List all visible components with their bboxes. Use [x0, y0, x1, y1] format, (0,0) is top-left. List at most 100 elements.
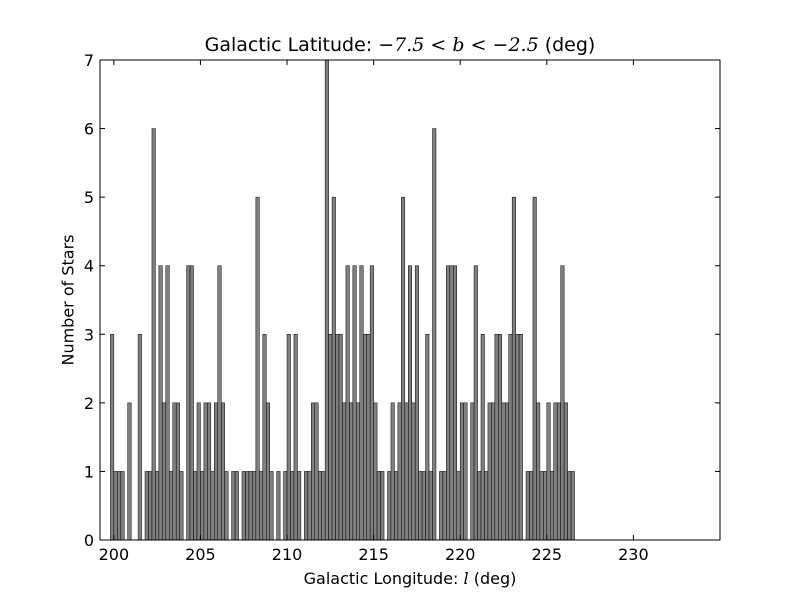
y-tick-label: 6: [84, 120, 94, 139]
histogram-bar: [338, 334, 343, 541]
histogram-bar: [525, 471, 530, 541]
histogram-bar: [207, 402, 212, 541]
histogram-bar: [425, 334, 430, 541]
histogram-bar: [179, 471, 184, 541]
histogram-bar: [498, 334, 503, 541]
histogram-bar: [331, 196, 336, 541]
histogram-bar: [162, 402, 167, 541]
histogram-bar: [196, 402, 201, 541]
histogram-bar: [362, 334, 367, 541]
ticks-group: 200 205 210 215 220 225 230 0 1 2 3 4 5 6 7: [84, 51, 720, 564]
histogram-bar: [491, 402, 496, 541]
histogram-bar: [210, 471, 215, 541]
histogram-bar: [321, 471, 326, 541]
histogram-bar: [543, 471, 548, 541]
histogram-bar: [314, 402, 319, 541]
histogram-bar: [110, 334, 115, 541]
histogram-bar: [200, 471, 205, 541]
histogram-bar: [421, 471, 426, 541]
y-axis-label: Number of Stars: [58, 234, 78, 366]
histogram-bar: [311, 402, 315, 541]
histogram-bar: [297, 471, 302, 541]
x-tick-label: 205: [185, 545, 216, 564]
histogram-bar: [550, 471, 554, 541]
histogram-bar: [155, 471, 160, 541]
histogram-bar: [335, 334, 340, 541]
histogram-bar: [456, 471, 461, 541]
histogram-bar: [539, 471, 544, 541]
histogram-bar: [328, 334, 333, 541]
histogram-bar: [394, 471, 399, 541]
x-tick-label: 200: [99, 545, 130, 564]
histogram-bar: [428, 471, 433, 541]
histogram-bar: [418, 471, 423, 541]
histogram-bar: [217, 265, 222, 541]
histogram-bar: [508, 334, 513, 541]
histogram-bar: [449, 265, 454, 541]
histogram-bar: [342, 402, 347, 541]
histogram-bar: [563, 402, 568, 541]
histogram-bar: [252, 471, 257, 541]
histogram-bar: [345, 265, 350, 541]
histogram-bar: [439, 471, 444, 541]
y-tick-label: 7: [84, 51, 94, 70]
histogram-bar: [359, 265, 364, 541]
histogram-bar: [356, 402, 361, 541]
x-tick-label: 215: [358, 545, 389, 564]
x-axis-label: Galactic Longitude: l (deg): [303, 569, 517, 588]
histogram-bar: [224, 471, 229, 541]
histogram-bar: [276, 471, 281, 541]
histogram-bar: [387, 471, 392, 541]
histogram-bar: [366, 334, 371, 541]
histogram-bar: [304, 471, 309, 541]
histogram-bar: [293, 334, 298, 541]
histogram-bar: [442, 471, 447, 541]
histogram-bar: [518, 334, 523, 541]
y-tick-label: 0: [84, 531, 94, 550]
histogram-bar: [241, 471, 246, 541]
histogram-bar: [463, 402, 468, 541]
histogram-bar: [137, 334, 142, 541]
histogram-bar: [290, 471, 295, 541]
histogram-bar: [459, 402, 464, 541]
histogram-bar: [113, 471, 118, 541]
histogram-bar: [397, 402, 402, 541]
histogram-bar: [324, 59, 329, 541]
histogram-bar: [193, 471, 198, 541]
histogram-bar: [269, 471, 274, 541]
histogram-bar: [515, 334, 520, 541]
histogram-bar: [505, 402, 509, 541]
histogram-bar: [477, 471, 482, 541]
histogram-bar: [470, 402, 475, 541]
histogram-bar: [189, 265, 194, 541]
y-tick-label: 4: [84, 257, 94, 276]
histogram-bar: [144, 471, 149, 541]
x-tick-label: 210: [272, 545, 303, 564]
histogram-bar: [380, 471, 385, 541]
histogram-bar: [255, 196, 260, 541]
bars-group: [110, 59, 575, 541]
plot-frame: [99, 59, 721, 541]
y-tick-label: 2: [84, 394, 94, 413]
histogram-bar: [234, 471, 239, 541]
histogram-bar: [373, 402, 378, 541]
histogram-bar: [511, 196, 516, 541]
histogram-bar: [245, 471, 250, 541]
histogram-bar: [186, 265, 191, 541]
y-tick-label: 3: [84, 325, 94, 344]
histogram-bar: [349, 402, 354, 541]
y-tick-label: 1: [84, 462, 94, 481]
histogram-bar: [404, 402, 409, 541]
histogram-bar: [203, 402, 208, 541]
histogram-bar: [473, 265, 478, 541]
histogram-bar: [432, 128, 437, 541]
histogram-bar: [390, 402, 395, 541]
histogram-bar: [401, 196, 406, 541]
histogram-bar: [283, 471, 288, 541]
histogram-bar: [214, 402, 219, 541]
histogram-bar: [494, 334, 499, 541]
histogram-bar: [567, 471, 572, 541]
histogram-bar: [127, 402, 132, 541]
histogram-bar: [165, 265, 170, 541]
chart-title: Galactic Latitude: −7.5 < b < −2.5 (deg): [204, 34, 596, 56]
